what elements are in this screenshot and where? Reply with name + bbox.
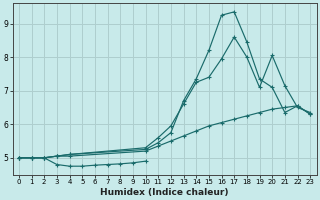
X-axis label: Humidex (Indice chaleur): Humidex (Indice chaleur) <box>100 188 229 197</box>
